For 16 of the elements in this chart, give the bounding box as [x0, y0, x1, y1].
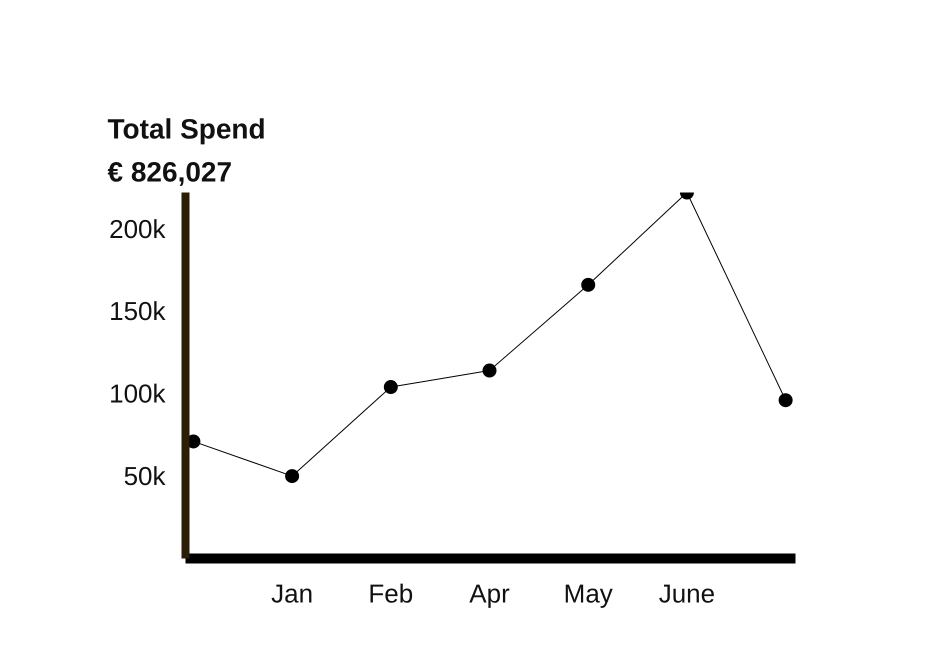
chart-title: Total Spend [108, 114, 266, 144]
y-tick-label: 100k [109, 378, 166, 409]
y-tick-label: 50k [124, 461, 166, 492]
x-tick-label: June [658, 578, 716, 608]
point [285, 469, 300, 484]
point [482, 364, 497, 378]
x-tick-label: Feb [368, 578, 414, 608]
chart-subtitle: € 826,027 [108, 156, 232, 188]
point [581, 278, 596, 292]
x-tick-label: Apr [469, 578, 510, 608]
y-tick-label: 150k [109, 296, 166, 326]
y-tick-label: 200k [109, 214, 166, 244]
point [384, 380, 398, 394]
point [778, 393, 793, 408]
x-tick-label: Jan [271, 578, 314, 608]
x-tick-label: May [564, 578, 613, 608]
